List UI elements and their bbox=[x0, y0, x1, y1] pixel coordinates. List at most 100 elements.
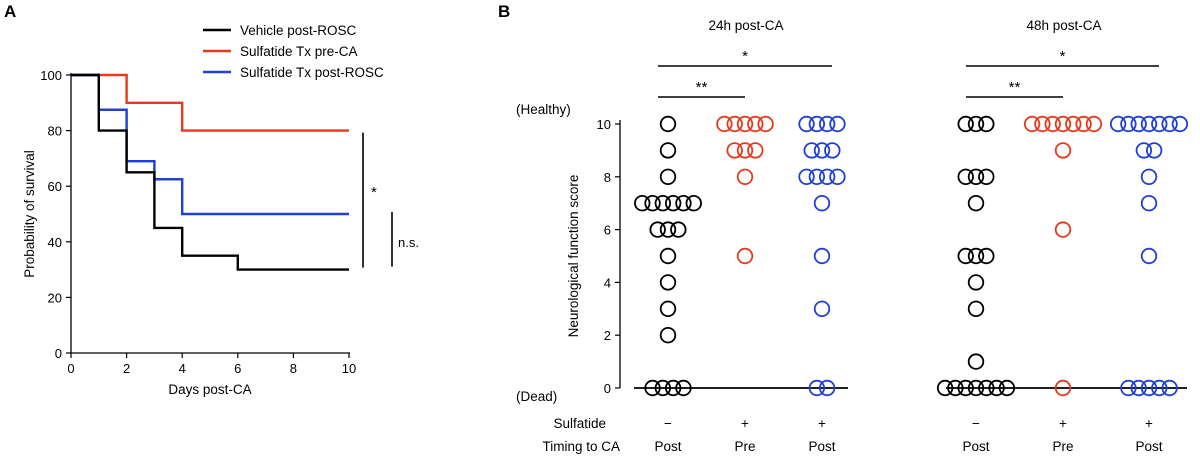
legend-label: Vehicle post-ROSC bbox=[240, 23, 357, 38]
significance-label: * bbox=[1060, 48, 1066, 65]
score-point bbox=[659, 300, 677, 318]
neuro-score-chart: 0 2 4 6 8 10 Neurological function score (Healt… bbox=[516, 18, 1189, 454]
y-axis-label: Probability of survival bbox=[22, 150, 37, 278]
score-point bbox=[1075, 115, 1092, 133]
score-point bbox=[998, 379, 1016, 397]
score-point bbox=[736, 168, 754, 186]
y-tick-label: 4 bbox=[604, 275, 611, 290]
x-tick-label: 10 bbox=[342, 361, 356, 376]
score-point bbox=[808, 168, 826, 186]
score-point bbox=[818, 379, 836, 397]
score-point bbox=[967, 300, 985, 318]
legend-label: Sulfatide Tx post-ROSC bbox=[240, 65, 384, 80]
significance-label: ** bbox=[1009, 79, 1021, 96]
y-tick-label: 8 bbox=[604, 170, 611, 185]
timing-value: Post bbox=[808, 439, 835, 454]
score-point bbox=[813, 194, 831, 212]
timing-value: Pre bbox=[734, 439, 755, 454]
score-point bbox=[685, 194, 702, 212]
y-tick-label: 80 bbox=[48, 124, 62, 139]
score-point bbox=[818, 168, 836, 186]
score-point bbox=[1140, 247, 1158, 265]
score-point bbox=[978, 379, 995, 397]
score-point bbox=[736, 115, 754, 133]
score-point bbox=[1140, 379, 1158, 397]
score-point bbox=[644, 194, 661, 212]
score-point bbox=[1054, 115, 1072, 133]
score-point bbox=[670, 221, 687, 238]
row-label-timing: Timing to CA bbox=[542, 439, 620, 454]
survival-curve bbox=[71, 73, 349, 271]
score-point bbox=[1140, 115, 1158, 133]
score-point bbox=[1130, 379, 1147, 397]
y-tick-label: 40 bbox=[48, 235, 62, 250]
sulfatide-value: + bbox=[1145, 416, 1153, 431]
y-tick-label: 60 bbox=[48, 179, 62, 194]
score-point bbox=[1034, 115, 1051, 133]
score-point bbox=[659, 327, 677, 344]
score-point bbox=[808, 379, 826, 397]
timing-value: Post bbox=[962, 439, 989, 454]
score-point bbox=[654, 194, 672, 212]
sulfatide-value: + bbox=[1059, 416, 1067, 431]
score-point bbox=[1161, 115, 1178, 133]
score-point bbox=[967, 353, 985, 370]
significance-label: * bbox=[371, 184, 377, 201]
y-tick-label: 10 bbox=[597, 117, 611, 132]
score-point bbox=[726, 115, 743, 133]
score-point bbox=[1140, 168, 1158, 186]
score-point bbox=[1151, 115, 1168, 133]
y-tick-label: 0 bbox=[604, 381, 611, 396]
legend-label: Sulfatide Tx pre-CA bbox=[240, 44, 358, 59]
score-point bbox=[1023, 115, 1041, 133]
panel-a-label: A bbox=[4, 2, 16, 21]
score-point bbox=[736, 247, 754, 265]
score-point bbox=[803, 142, 820, 159]
score-point bbox=[716, 115, 733, 133]
score-point bbox=[675, 379, 692, 397]
score-point bbox=[1161, 379, 1178, 397]
score-point bbox=[978, 247, 995, 265]
score-point bbox=[1109, 115, 1127, 133]
y-tick-label: 100 bbox=[40, 68, 62, 83]
score-point bbox=[649, 221, 666, 238]
x-tick-label: 4 bbox=[179, 361, 186, 376]
score-point bbox=[813, 300, 831, 318]
survival-curve bbox=[71, 73, 349, 132]
score-point bbox=[1054, 379, 1072, 397]
panel-b-label: B bbox=[498, 2, 510, 21]
x-tick-label: 0 bbox=[67, 361, 74, 376]
score-point bbox=[978, 168, 995, 186]
y-tick-label: 0 bbox=[55, 346, 62, 361]
score-point bbox=[1085, 115, 1103, 133]
x-tick-label: 6 bbox=[234, 361, 241, 376]
sulfatide-value: − bbox=[972, 416, 980, 431]
score-point bbox=[813, 142, 831, 159]
score-point bbox=[824, 142, 841, 159]
y-bottom-label: (Dead) bbox=[516, 389, 557, 404]
survival-curve bbox=[71, 73, 349, 216]
score-point bbox=[1054, 221, 1072, 238]
x-axis-label: Days post-CA bbox=[168, 382, 251, 397]
score-point bbox=[967, 115, 985, 133]
score-point bbox=[659, 115, 677, 133]
score-point bbox=[978, 115, 995, 133]
score-point bbox=[988, 379, 1005, 397]
timing-value: Post bbox=[1135, 439, 1162, 454]
score-point bbox=[1140, 194, 1158, 212]
score-point bbox=[644, 379, 661, 397]
score-point bbox=[1054, 142, 1072, 159]
significance-label: ** bbox=[696, 79, 708, 96]
score-point bbox=[747, 142, 764, 159]
y-top-label: (Healthy) bbox=[516, 102, 571, 117]
panel-title: 48h post-CA bbox=[1026, 18, 1101, 33]
score-point bbox=[1145, 142, 1163, 159]
y-tick-label: 20 bbox=[48, 290, 62, 305]
score-point bbox=[659, 247, 677, 265]
score-point bbox=[947, 379, 964, 397]
score-point bbox=[1120, 115, 1137, 133]
score-point bbox=[747, 115, 764, 133]
score-point bbox=[757, 115, 774, 133]
y-tick-label: 2 bbox=[604, 328, 611, 343]
score-point bbox=[957, 115, 974, 133]
